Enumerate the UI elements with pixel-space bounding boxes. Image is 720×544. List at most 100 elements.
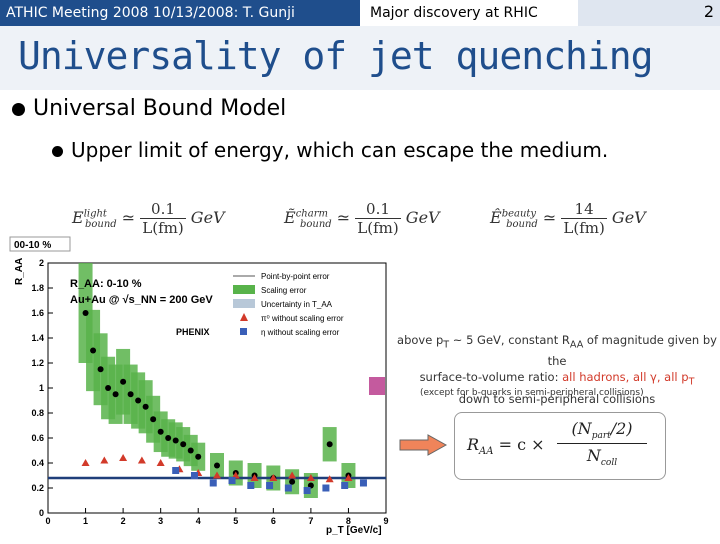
- bullet-level2-text: Upper limit of energy, which can escape …: [71, 138, 609, 162]
- raa-numerator: (Npart/2): [557, 419, 647, 445]
- side-note-highlight: all hadrons, all γ, all p: [562, 370, 689, 385]
- triangle-point: [250, 474, 259, 481]
- raa-denominator: Ncoll: [557, 444, 647, 468]
- y-tick-label: 1.2: [31, 358, 44, 368]
- side-note-exception: (except for b-quarks in semi-peripheral …: [420, 388, 644, 398]
- circle-point: [187, 447, 194, 454]
- triangle-point: [137, 456, 146, 464]
- x-tick-label: 3: [158, 516, 163, 526]
- circle-point: [150, 416, 157, 423]
- triangle-point: [344, 474, 353, 481]
- triangle-point: [213, 471, 221, 479]
- circle-point: [105, 385, 112, 391]
- bullet-dot-icon: [52, 146, 63, 157]
- bullet-level2: Upper limit of energy, which can escape …: [52, 136, 612, 164]
- square-point: [303, 487, 311, 494]
- circle-point: [172, 437, 179, 444]
- raa-num-sub: part: [591, 431, 611, 442]
- side-note-text: above p: [397, 333, 444, 347]
- corner-label: 00-10 %: [14, 240, 51, 251]
- x-tick-label: 2: [121, 516, 126, 526]
- formula-fraction: 0.1 L(fm): [140, 200, 186, 237]
- circle-point: [97, 366, 104, 373]
- raa-eq: = c ×: [493, 435, 545, 454]
- x-tick-label: 6: [271, 516, 276, 526]
- x-tick-label: 1: [83, 516, 88, 526]
- legend-entry: Point-by-point error: [261, 272, 330, 281]
- formula-unit: GeV: [405, 208, 440, 227]
- raa-num: (N: [571, 419, 592, 438]
- triangle-point: [269, 474, 278, 481]
- raa-chart: 00-10 % R_AA p_T [GeV/c] 0 0.2 0.4 0.6 0.8 1 1.2 1…: [8, 235, 398, 540]
- side-note: above pT ~ 5 GeV, constant RAA of magnit…: [394, 332, 720, 407]
- y-tick-label: 2: [39, 258, 44, 268]
- circle-point: [135, 397, 142, 404]
- square-point: [266, 482, 274, 489]
- raa-formula-lhs: RAA = c ×: [467, 435, 545, 457]
- formula-den: L(fm): [563, 219, 605, 237]
- x-tick-label: 0: [45, 516, 50, 526]
- x-tick-label: 7: [308, 516, 313, 526]
- y-tick-label: 0.8: [31, 408, 44, 418]
- circle-point: [127, 391, 134, 398]
- formula-sub: bound: [84, 219, 117, 231]
- triangle-point: [288, 471, 297, 479]
- formula-charm: Ẽcharmbound ≃ 0.1 L(fm) GeV: [284, 200, 440, 237]
- formula-fraction: 0.1 L(fm): [355, 200, 401, 237]
- legend-entry: Uncertainty in T_AA: [261, 300, 333, 309]
- raa-den-sub: coll: [600, 458, 618, 469]
- circle-point: [195, 453, 202, 460]
- y-tick-label: 0.4: [31, 458, 44, 468]
- legend-swatch: [233, 299, 255, 308]
- square-point: [322, 484, 330, 492]
- bullet-level1-text: Universal Bound Model: [33, 96, 287, 121]
- header-section-title: Major discovery at RHIC: [360, 0, 578, 26]
- page-number: 2: [703, 2, 714, 21]
- formula-fraction: 14 L(fm): [561, 200, 607, 237]
- raa-lhs: R: [467, 435, 480, 454]
- circle-point: [112, 391, 119, 398]
- side-note-sub: T: [688, 376, 695, 388]
- raa-formula-box: RAA = c × (Npart/2) Ncoll: [454, 412, 666, 480]
- square-point: [359, 479, 367, 487]
- side-note-text: down to semi-peripheral collisions: [458, 391, 656, 406]
- triangle-point: [100, 456, 109, 464]
- legend-swatch: [240, 328, 247, 335]
- square-point: [190, 472, 198, 479]
- y-tick-label: 0.2: [31, 483, 44, 493]
- triangle-point: [306, 474, 315, 481]
- raa-lhs-sub: AA: [479, 446, 494, 458]
- arrow-right-icon: [399, 434, 448, 456]
- circle-point: [214, 462, 220, 469]
- bullet-level1: Universal Bound Model: [12, 96, 286, 121]
- scaling-error-box: [369, 377, 385, 395]
- x-axis-label: p_T [GeV/c]: [326, 525, 382, 536]
- header-meeting-info: ATHIC Meeting 2008 10/13/2008: T. Gunji: [0, 0, 360, 26]
- y-axis-label: R_AA: [14, 258, 25, 285]
- formula-lhs: E: [72, 208, 84, 227]
- square-point: [172, 467, 180, 474]
- raa-fraction: (Npart/2) Ncoll: [557, 419, 647, 468]
- chart-annotation: Au+Au @ √s_NN = 200 GeV: [70, 294, 213, 306]
- x-tick-label: 5: [233, 516, 238, 526]
- square-point: [228, 477, 236, 484]
- square-point: [209, 479, 217, 487]
- triangle-point: [325, 475, 334, 483]
- formula-num: 14: [561, 200, 607, 219]
- circle-point: [82, 310, 89, 316]
- slide-title: Universality of jet quenching: [18, 34, 653, 78]
- title-band: [0, 26, 720, 90]
- triangle-point: [119, 454, 128, 461]
- legend-entry: Scaling error: [261, 286, 307, 295]
- legend-entry: η without scaling error: [261, 328, 340, 337]
- y-tick-label: 1.8: [31, 283, 44, 293]
- formula-den: L(fm): [357, 219, 399, 237]
- circle-point: [180, 441, 187, 448]
- formula-sub: bound: [299, 219, 332, 231]
- triangle-point: [231, 471, 240, 479]
- corner-label-box: [9, 236, 71, 252]
- bullet-dot-icon: [12, 102, 25, 116]
- triangle-point: [81, 459, 90, 466]
- legend-swatch: [240, 313, 248, 321]
- formula-num: 0.1: [140, 200, 186, 219]
